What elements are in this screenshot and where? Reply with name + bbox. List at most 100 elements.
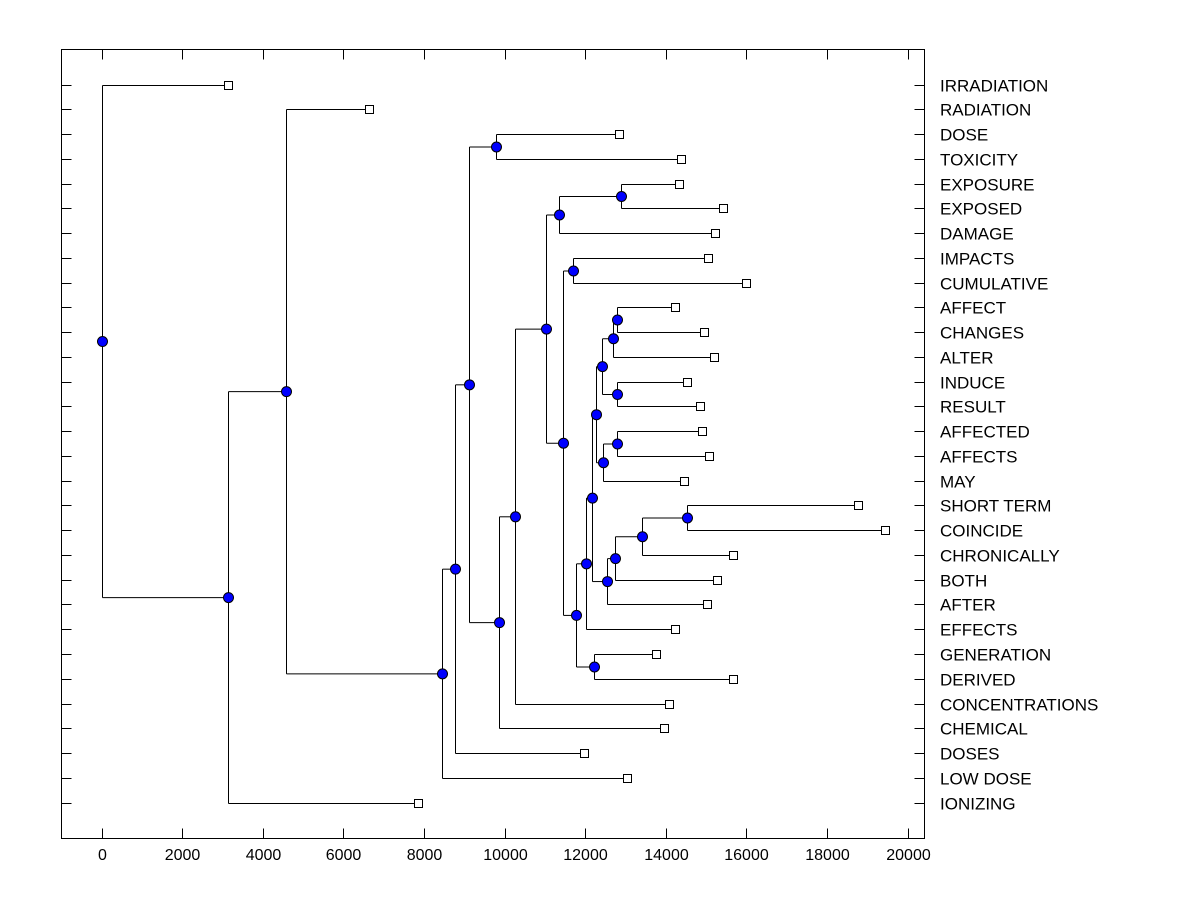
cluster-node-marker <box>616 191 627 202</box>
x-tick-label: 10000 <box>483 847 528 864</box>
x-tick-label: 14000 <box>644 847 689 864</box>
leaf-label: IRRADIATION <box>940 77 1048 96</box>
leaf-label: DERIVED <box>940 671 1016 690</box>
leaf-label: RESULT <box>940 398 1006 417</box>
cluster-node-marker <box>602 576 613 588</box>
leaf-marker <box>652 650 661 659</box>
cluster-node-marker <box>589 661 600 673</box>
cluster-node-marker <box>437 668 448 680</box>
cluster-node-marker <box>491 141 502 153</box>
cluster-node-marker <box>597 361 608 373</box>
leaf-label: CHANGES <box>940 324 1024 343</box>
cluster-node-marker <box>608 333 619 345</box>
leaf-marker <box>742 279 751 288</box>
cluster-node-marker <box>554 209 565 221</box>
leaf-marker <box>704 254 713 263</box>
leaf-label: TOXICITY <box>940 151 1018 170</box>
leaf-marker <box>713 576 722 585</box>
cluster-node-marker <box>612 389 623 400</box>
x-tick-label: 6000 <box>326 847 362 864</box>
leaf-marker <box>414 799 423 808</box>
leaf-label: CHRONICALLY <box>940 547 1060 566</box>
cluster-node-marker <box>558 437 569 449</box>
cluster-node-marker <box>637 531 648 543</box>
leaf-label: INDUCE <box>940 374 1005 393</box>
x-tick-label: 4000 <box>246 847 282 864</box>
leaf-label: EXPOSURE <box>940 176 1034 195</box>
x-axis-tick-labels: 0 2000 4000 6000 8000 10000 12000 14000 16000 180… <box>98 847 931 864</box>
leaf-label: CONCENTRATIONS <box>940 696 1098 715</box>
cluster-node-marker <box>591 409 602 421</box>
leaf-label: DOSES <box>940 745 1000 764</box>
x-tick-label: 12000 <box>563 847 608 864</box>
cluster-node-marker <box>494 617 505 629</box>
leaf-marker <box>703 600 712 609</box>
node-markers <box>97 141 693 680</box>
cluster-node-marker <box>450 563 461 575</box>
leaf-marker <box>623 774 632 783</box>
leaf-label: ALTER <box>940 349 994 368</box>
cluster-node-marker <box>612 438 623 450</box>
leaf-label: EFFECTS <box>940 621 1017 640</box>
leaf-label: MAY <box>940 473 976 492</box>
leaf-marker <box>700 328 709 337</box>
cluster-node-marker <box>610 553 621 565</box>
leaf-label: AFTER <box>940 596 996 615</box>
x-tick-label: 2000 <box>165 847 201 864</box>
plot-frame <box>61 49 925 839</box>
leaf-label: EXPOSED <box>940 200 1022 219</box>
x-tick-label: 8000 <box>407 847 443 864</box>
leaf-marker <box>711 229 720 238</box>
cluster-node-marker <box>568 265 579 277</box>
x-tick-label: 18000 <box>805 847 850 864</box>
cluster-node-marker <box>464 379 475 391</box>
dendrogram-links <box>102 85 886 804</box>
leaf-label: AFFECT <box>940 299 1006 318</box>
leaf-marker <box>660 724 669 733</box>
leaf-label: GENERATION <box>940 646 1051 665</box>
cluster-node-marker <box>510 511 521 523</box>
cluster-node-marker <box>682 512 693 524</box>
leaf-label: CHEMICAL <box>940 720 1028 739</box>
leaf-marker <box>696 402 705 411</box>
leaf-marker <box>224 81 233 90</box>
leaf-marker <box>729 675 738 684</box>
cluster-node-marker <box>598 457 609 469</box>
leaf-label: LOW DOSE <box>940 770 1032 789</box>
x-tick-label: 20000 <box>886 847 931 864</box>
cluster-node-marker <box>223 592 234 604</box>
leaf-label: RADIATION <box>940 101 1031 120</box>
leaf-marker <box>675 180 684 189</box>
cluster-node-marker <box>581 558 592 570</box>
leaf-markers <box>224 81 890 808</box>
leaf-label: IONIZING <box>940 795 1016 814</box>
leaf-marker <box>710 353 719 362</box>
cluster-node-marker <box>571 609 582 621</box>
leaf-marker <box>698 427 707 436</box>
leaf-marker <box>854 501 863 510</box>
cluster-node-marker <box>587 492 598 504</box>
leaf-marker <box>881 526 890 535</box>
leaf-marker <box>683 378 692 387</box>
cluster-node-marker <box>97 336 108 348</box>
leaf-label: SHORT TERM <box>940 497 1051 516</box>
leaf-label: COINCIDE <box>940 522 1023 541</box>
leaf-label: DAMAGE <box>940 225 1014 244</box>
leaf-marker <box>671 625 680 634</box>
leaf-marker <box>671 303 680 312</box>
leaf-marker <box>705 452 714 461</box>
cluster-node-marker <box>541 323 552 335</box>
leaf-marker <box>729 551 738 560</box>
leaf-marker <box>580 749 589 758</box>
leaf-label: AFFECTED <box>940 423 1030 442</box>
leaf-label: BOTH <box>940 572 987 591</box>
x-tick-label: 0 <box>98 847 107 864</box>
axis-ticks <box>61 49 925 839</box>
leaf-marker <box>665 700 674 709</box>
leaf-marker <box>719 204 728 213</box>
leaf-label: IMPACTS <box>940 250 1014 269</box>
x-tick-label: 16000 <box>724 847 769 864</box>
cluster-node-marker <box>281 386 292 398</box>
leaf-labels: IRRADIATION RADIATION DOSE TOXICITY EXPOSURE… <box>940 77 1098 814</box>
